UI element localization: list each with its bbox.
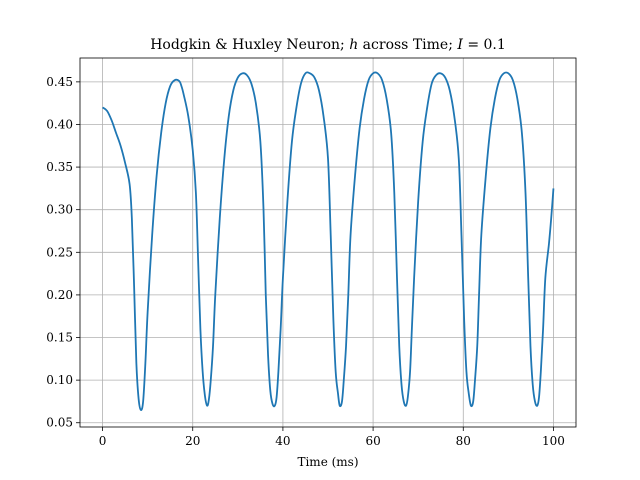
plot-frame (79, 57, 577, 428)
y-tick-label: 0.15 (46, 331, 73, 345)
x-tick-label: 80 (456, 434, 471, 448)
x-axis-label: Time (ms) (297, 455, 358, 469)
title-parameter: I (456, 37, 463, 53)
title-variable: h (349, 37, 358, 53)
title-suffix: = 0.1 (463, 37, 506, 53)
x-tick-label: 0 (99, 434, 107, 448)
y-tick-label: 0.10 (46, 373, 73, 387)
y-tick-label: 0.30 (46, 203, 73, 217)
y-tick-label: 0.25 (46, 245, 73, 259)
y-tick-label: 0.45 (46, 75, 73, 89)
x-tick-label: 40 (275, 434, 290, 448)
x-tick-label: 60 (365, 434, 380, 448)
x-tick-label: 20 (185, 434, 200, 448)
axis-ticks: 0 20 40 60 80 100 0.05 0.10 0.15 0.20 0.25 0.30 0.35… (46, 75, 565, 448)
grid (80, 58, 576, 427)
chart-title: Hodgkin & Huxley Neuron; h across Time; … (150, 37, 506, 53)
x-tick-label: 100 (542, 434, 565, 448)
y-tick-label: 0.20 (46, 288, 73, 302)
y-tick-label: 0.40 (46, 117, 73, 131)
title-prefix: Hodgkin & Huxley Neuron; (150, 37, 349, 53)
title-middle: across Time; (358, 37, 457, 53)
y-tick-label: 0.05 (46, 416, 73, 430)
y-tick-label: 0.35 (46, 160, 73, 174)
h-series-line (102, 71, 555, 411)
